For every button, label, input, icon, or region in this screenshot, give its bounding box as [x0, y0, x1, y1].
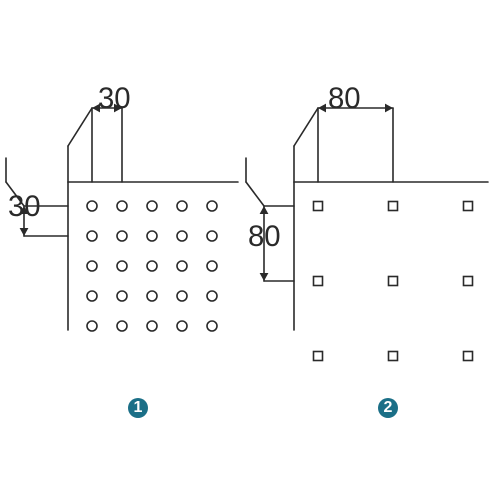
panel-badge-2: 2 [378, 398, 398, 418]
dim-label-top-2: 80 [328, 82, 361, 116]
dim-label-left-2: 80 [248, 220, 281, 254]
panel-2: 80 80 [268, 90, 488, 350]
panel-1-svg [28, 90, 278, 390]
panel-badge-1: 1 [128, 398, 148, 418]
panel-2-svg [268, 90, 500, 390]
diagram-canvas: 30 30 80 80 1 2 [0, 0, 500, 500]
panel-1: 30 30 [28, 90, 238, 350]
dim-label-top-1: 30 [98, 82, 131, 116]
dim-label-left-1: 30 [8, 190, 41, 224]
